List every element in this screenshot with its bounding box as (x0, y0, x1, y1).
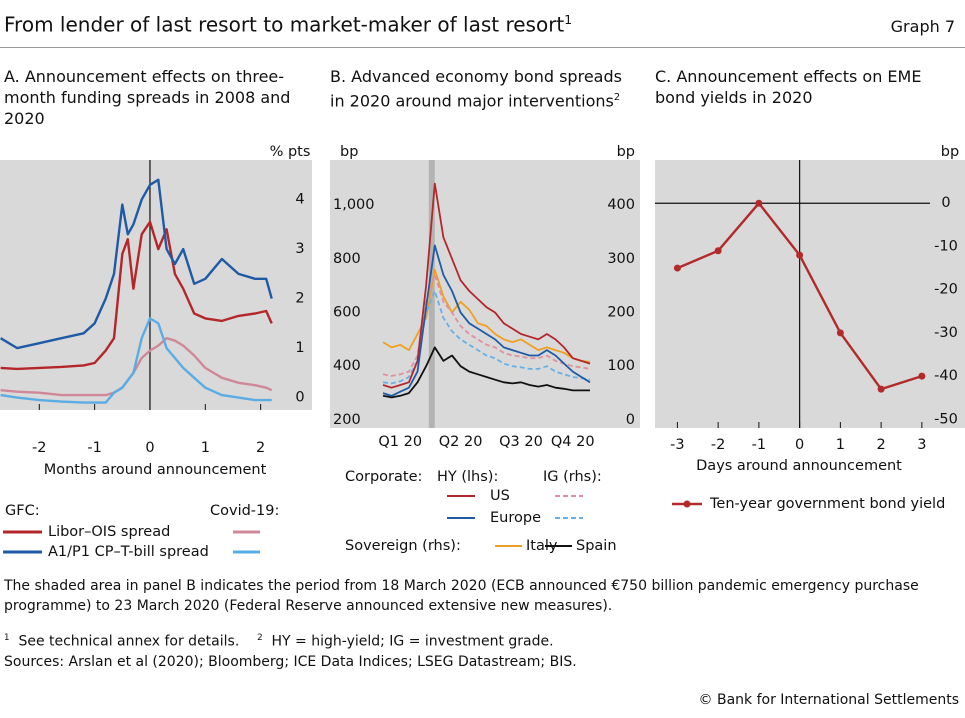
x-tick-label: Q1 20 (378, 434, 422, 450)
x-tick-label: -2 (32, 440, 46, 456)
y-tick-label: -50 (934, 411, 958, 427)
legend-label: Italy (526, 538, 558, 554)
y-tick-label: 400 (333, 358, 361, 374)
plot-area (655, 160, 965, 428)
x-tick-label: -1 (87, 440, 101, 456)
x-tick-label: Q2 20 (439, 434, 483, 450)
y-tick-label: 200 (333, 412, 361, 428)
legend-label: Libor–OIS spread (48, 524, 170, 540)
y-unit: % pts (270, 144, 311, 160)
series-line (382, 346, 590, 399)
panel-title: B. Advanced economy bond spreads in 2020… (330, 66, 640, 111)
title-note: 1 (564, 12, 573, 27)
footnote-mark: 1 (4, 633, 10, 643)
series-line (382, 182, 591, 389)
x-tick-label: Q3 20 (499, 434, 543, 450)
y-tick-label: -40 (934, 368, 958, 384)
x-tick-label: 0 (795, 437, 804, 453)
series-marker (877, 385, 885, 393)
y2-tick-label: 200 (607, 305, 635, 321)
sources: Sources: Arslan et al (2020); Bloomberg;… (4, 654, 577, 670)
footnote-text: HY = high-yield; IG = investment grade. (271, 633, 554, 650)
y-tick-label: 0 (941, 195, 950, 211)
footnotes: 1 See technical annex for details. 2 HY … (4, 628, 959, 652)
series-line (0, 220, 273, 371)
y-tick-label: -10 (934, 238, 958, 254)
series-line (382, 290, 591, 385)
y-tick-label: 1,000 (333, 197, 375, 213)
y2-tick-label: 300 (607, 251, 635, 267)
footer-note: The shaded area in panel B indicates the… (4, 578, 919, 614)
legend-group: GFC: (5, 503, 40, 519)
legend-label: Europe (490, 510, 541, 526)
legend-heading: Corporate: (345, 469, 422, 485)
legend-label: Spain (576, 538, 617, 554)
legend-label: A1/P1 CP–T-bill spread (48, 544, 209, 560)
y2-tick-label: 0 (626, 412, 635, 428)
x-tick-label: 2 (256, 440, 265, 456)
plot-area (0, 160, 312, 410)
x-tick-label: 1 (836, 437, 845, 453)
series-line (382, 268, 591, 363)
shaded-period (428, 160, 435, 428)
panel-title-note: 2 (613, 92, 621, 103)
series-marker (836, 329, 844, 337)
x-axis-label: Days around announcement (696, 458, 902, 474)
footnote-text: See technical annex for details. (18, 633, 240, 650)
legend-group: Sovereign (rhs): (345, 538, 461, 554)
legend-marker (683, 500, 691, 508)
series-line (382, 244, 591, 397)
legend-group: IG (rhs): (543, 469, 602, 485)
series-marker (755, 199, 763, 207)
plot-area (330, 160, 640, 428)
legend-label: US (490, 488, 510, 504)
footnote-mark: 2 (257, 633, 263, 643)
y-tick-label: 600 (333, 305, 361, 321)
y-unit: bp (941, 144, 959, 160)
panel-title: C. Announcement effects on EME bond yiel… (655, 67, 922, 107)
y-unit: bp (340, 144, 358, 160)
series-line (0, 178, 273, 350)
series-marker (714, 247, 722, 255)
series-marker (918, 372, 926, 380)
y-tick-label: 800 (333, 251, 361, 267)
y-tick-label: 3 (295, 241, 304, 257)
x-tick-label: 2 (876, 437, 885, 453)
series-marker (796, 251, 804, 259)
title-text: From lender of last resort to market-mak… (4, 12, 565, 37)
series-line (0, 317, 272, 404)
panel-title-text: B. Advanced economy bond spreads in 2020… (330, 67, 622, 111)
x-tick-label: 3 (917, 437, 926, 453)
rule (0, 47, 965, 48)
y-tick-label: -30 (934, 325, 958, 341)
x-tick-label: 1 (201, 440, 210, 456)
legend-group: HY (lhs): (437, 469, 498, 485)
y2-tick-label: 100 (607, 358, 635, 374)
x-tick-label: 0 (145, 440, 154, 456)
series-marker (673, 264, 681, 272)
y-tick-label: 2 (295, 291, 304, 307)
x-tick-label: -2 (711, 437, 725, 453)
y2-tick-label: 400 (607, 197, 635, 213)
x-axis-label: Months around announcement (44, 462, 267, 478)
x-tick-label: -1 (752, 437, 766, 453)
y-tick-label: 4 (295, 192, 304, 208)
y-tick-label: 0 (295, 390, 304, 406)
title: From lender of last resort to market-mak… (4, 12, 572, 37)
panel-title: A. Announcement effects on three-month f… (4, 67, 291, 128)
series-line (0, 337, 273, 397)
copyright: © Bank for International Settlements (698, 692, 959, 708)
y-tick-label: -20 (934, 282, 958, 298)
graph-label: Graph 7 (890, 17, 955, 36)
legend-group: Covid-19: (210, 503, 279, 519)
x-tick-label: -3 (670, 437, 684, 453)
y-tick-label: 1 (295, 340, 304, 356)
x-tick-label: Q4 20 (551, 434, 595, 450)
legend-label: Ten-year government bond yield (709, 496, 945, 512)
y2-unit: bp (617, 144, 635, 160)
